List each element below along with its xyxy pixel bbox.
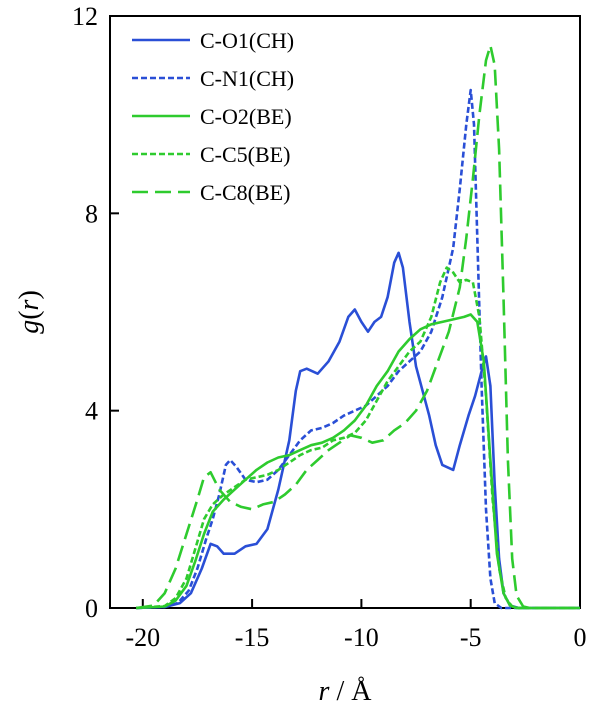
series-layer [136, 44, 580, 610]
x-tick-label: -20 [125, 623, 160, 652]
x-axis-title: r / Å [319, 676, 373, 707]
series-line [136, 251, 580, 610]
x-tick-label: -10 [344, 623, 379, 652]
y-tick-label: 8 [85, 199, 98, 228]
legend-label: C-C8(BE) [200, 180, 290, 205]
x-tick-label: 0 [574, 623, 587, 652]
legend-label: C-O1(CH) [200, 28, 294, 53]
y-tick-label: 12 [72, 2, 98, 31]
x-tick-label: -15 [235, 623, 270, 652]
legend-label: C-O2(BE) [200, 104, 292, 129]
legend-label: C-C5(BE) [200, 142, 290, 167]
y-tick-label: 0 [85, 594, 98, 623]
x-tick-label: -5 [460, 623, 482, 652]
axis-ticks: -20 -15 -10 -5 0 0 4 8 12 [72, 2, 587, 652]
y-axis-title: g(r) [14, 290, 45, 334]
legend: C-O1(CH) C-N1(CH) C-O2(BE) C-C5(BE) C-C8(BE) [132, 28, 294, 205]
legend-label: C-N1(CH) [200, 66, 294, 91]
series-line [136, 44, 580, 610]
series-line [136, 88, 580, 610]
series-line [136, 266, 580, 610]
y-tick-label: 4 [85, 397, 98, 426]
plot-frame [109, 15, 581, 609]
